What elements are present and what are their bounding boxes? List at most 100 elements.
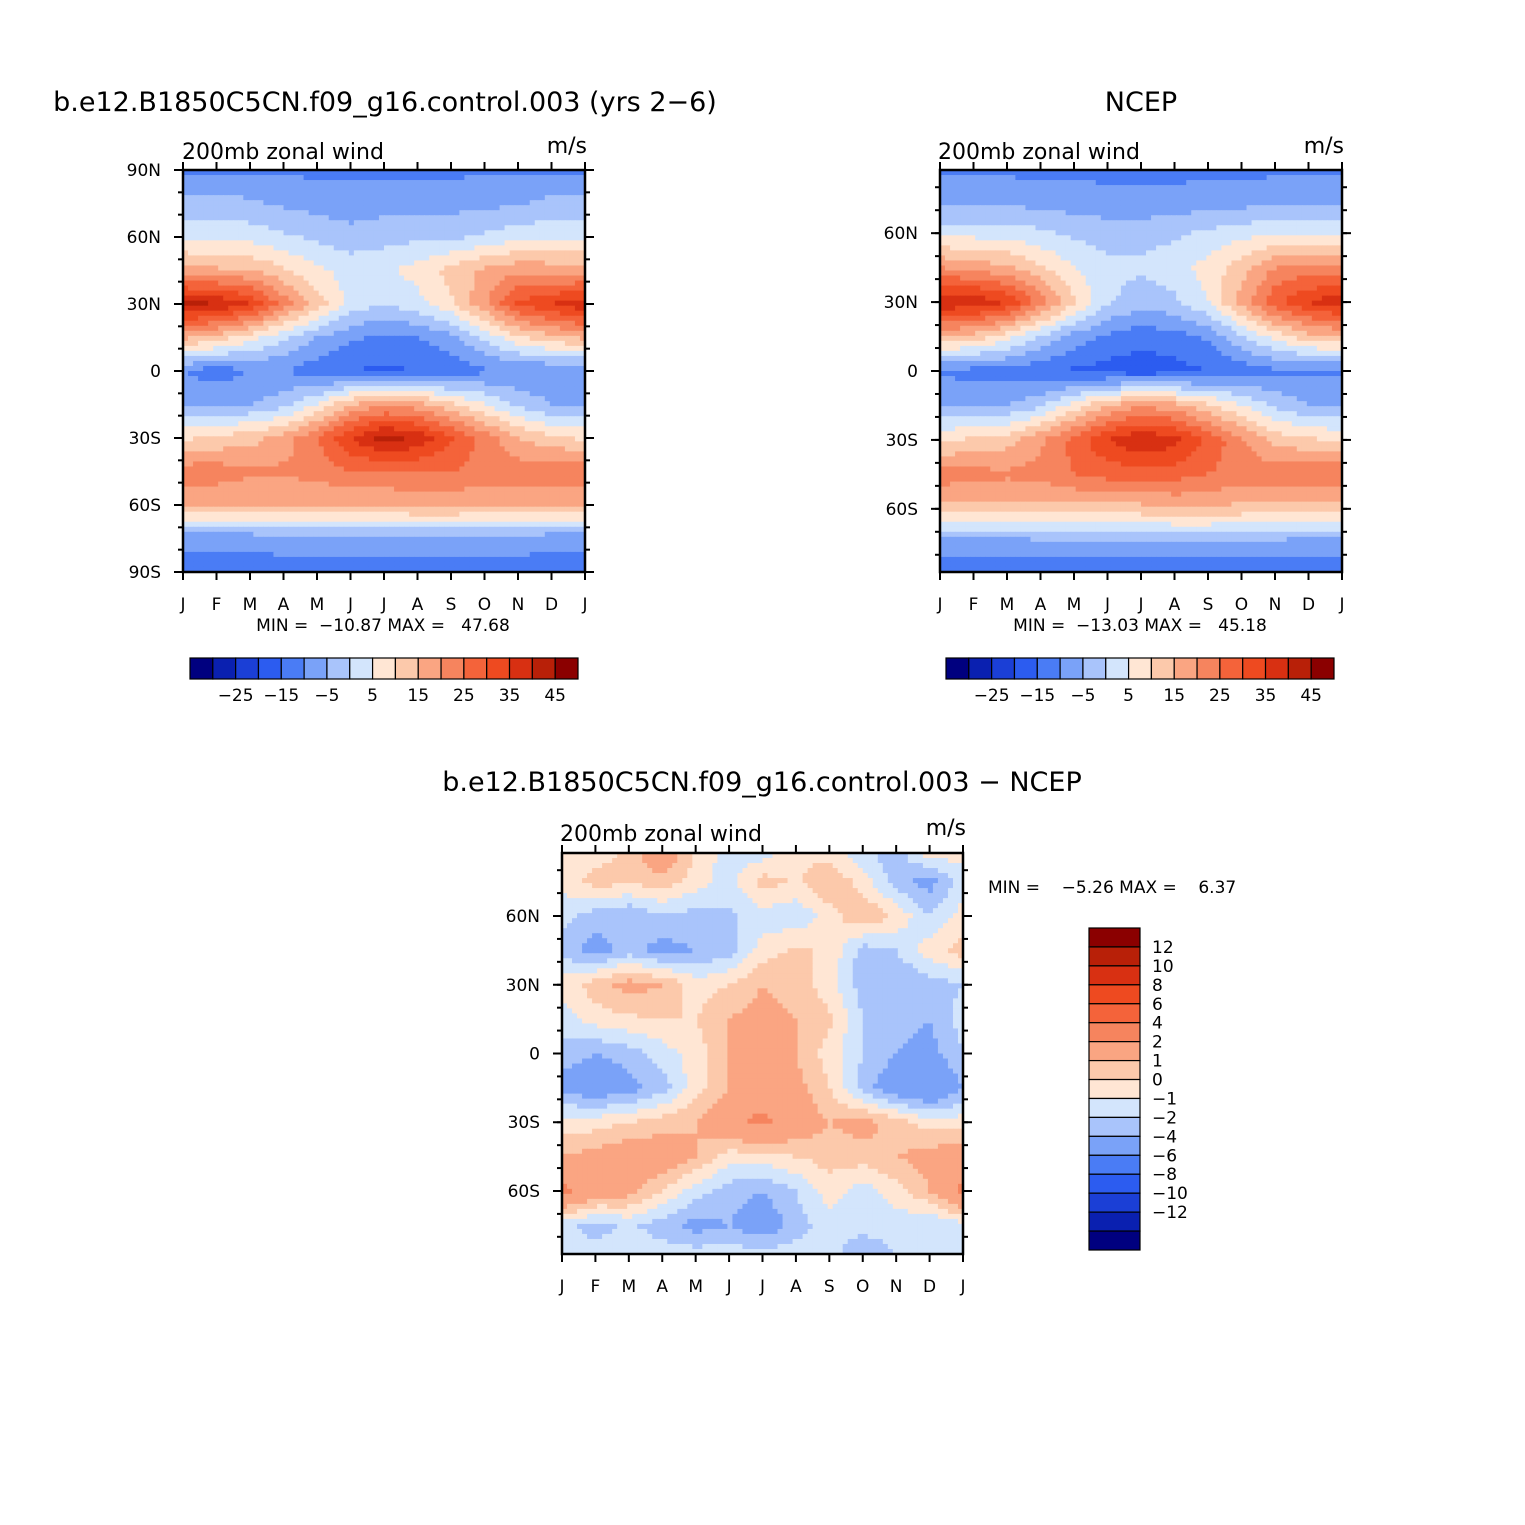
- model-field-cell: [329, 311, 335, 317]
- model-field-cell: [384, 215, 390, 221]
- model-field-cell: [394, 361, 400, 367]
- model-field-cell: [334, 185, 340, 191]
- model-field-cell: [439, 391, 445, 397]
- model-field-cell: [570, 456, 576, 462]
- model-field-cell: [349, 351, 355, 357]
- model-field-cell: [213, 361, 219, 367]
- model-field-cell: [344, 180, 350, 186]
- model-field-cell: [419, 205, 425, 211]
- model-field-cell: [389, 185, 395, 191]
- model-field-cell: [575, 180, 581, 186]
- model-field-cell: [500, 361, 506, 367]
- model-field-cell: [364, 301, 370, 307]
- model-field-cell: [379, 401, 385, 407]
- model-field-cell: [198, 205, 204, 211]
- model-field-cell: [193, 456, 199, 462]
- model-field-cell: [550, 291, 556, 297]
- model-field-cell: [540, 436, 546, 442]
- model-field-cell: [510, 466, 516, 472]
- model-field-cell: [364, 215, 370, 221]
- model-field-cell: [228, 306, 234, 312]
- model-field-cell: [429, 250, 435, 256]
- model-field-cell: [188, 326, 194, 332]
- model-field-cell: [334, 215, 340, 221]
- model-field-cell: [188, 461, 194, 467]
- model-field-cell: [243, 421, 249, 427]
- model-field-cell: [540, 346, 546, 352]
- model-field-cell: [309, 210, 315, 216]
- model-field-cell: [540, 366, 546, 372]
- model-field-cell: [389, 200, 395, 206]
- model-field-cell: [434, 436, 440, 442]
- model-field-cell: [319, 175, 325, 181]
- model-field-cell: [309, 276, 315, 282]
- model-field-cell: [374, 286, 380, 292]
- model-field-cell: [500, 451, 506, 457]
- model-field-cell: [459, 326, 465, 332]
- model-field-cell: [253, 436, 259, 442]
- model-field-cell: [243, 210, 249, 216]
- model-field-cell: [329, 225, 335, 231]
- model-field-cell: [284, 250, 290, 256]
- model-field-cell: [409, 326, 415, 332]
- model-field-cell: [349, 331, 355, 337]
- model-field-cell: [238, 477, 244, 483]
- model-field-cell: [213, 286, 219, 292]
- model-field-cell: [193, 210, 199, 216]
- model-field-cell: [268, 396, 274, 402]
- model-field-cell: [374, 361, 380, 367]
- model-field-cell: [429, 436, 435, 442]
- model-field-cell: [263, 411, 269, 417]
- model-field-cell: [238, 341, 244, 347]
- model-field-cell: [555, 441, 561, 447]
- model-field-cell: [273, 426, 279, 432]
- model-field-cell: [570, 260, 576, 266]
- model-field-cell: [424, 346, 430, 352]
- model-field-cell: [500, 336, 506, 342]
- model-field-cell: [218, 456, 224, 462]
- model-field-cell: [550, 200, 556, 206]
- model-field-cell: [505, 406, 511, 412]
- model-field-cell: [319, 446, 325, 452]
- model-field-cell: [334, 255, 340, 261]
- model-field-cell: [339, 215, 345, 221]
- model-field-cell: [339, 406, 345, 412]
- model-field-cell: [223, 441, 229, 447]
- model-field-cell: [233, 245, 239, 251]
- model-field-cell: [309, 411, 315, 417]
- model-field-cell: [515, 205, 521, 211]
- model-field-cell: [299, 215, 305, 221]
- model-field-cell: [304, 381, 310, 387]
- model-field-cell: [218, 200, 224, 206]
- model-field-cell: [374, 180, 380, 186]
- model-field-cell: [399, 326, 405, 332]
- model-field-cell: [248, 215, 254, 221]
- model-field-cell: [439, 276, 445, 282]
- model-field-cell: [409, 371, 415, 377]
- model-field-cell: [394, 426, 400, 432]
- model-field-cell: [469, 281, 475, 287]
- model-field-cell: [273, 356, 279, 362]
- model-field-cell: [228, 281, 234, 287]
- model-field-cell: [560, 396, 566, 402]
- model-field-cell: [515, 175, 521, 181]
- model-field-cell: [339, 250, 345, 256]
- model-field-cell: [309, 291, 315, 297]
- model-field-cell: [263, 477, 269, 483]
- model-field-cell: [364, 446, 370, 452]
- model-field-cell: [208, 190, 214, 196]
- model-field-cell: [344, 426, 350, 432]
- model-field-cell: [424, 466, 430, 472]
- model-field-cell: [208, 426, 214, 432]
- model-field-cell: [560, 451, 566, 457]
- model-field-cell: [444, 386, 450, 392]
- model-field-cell: [520, 456, 526, 462]
- model-field-cell: [505, 411, 511, 417]
- model-field-cell: [268, 190, 274, 196]
- model-field-cell: [474, 180, 480, 186]
- model-field-cell: [520, 245, 526, 251]
- model-field-cell: [409, 341, 415, 347]
- model-field-cell: [228, 296, 234, 302]
- model-field-cell: [339, 240, 345, 246]
- model-field-cell: [284, 311, 290, 317]
